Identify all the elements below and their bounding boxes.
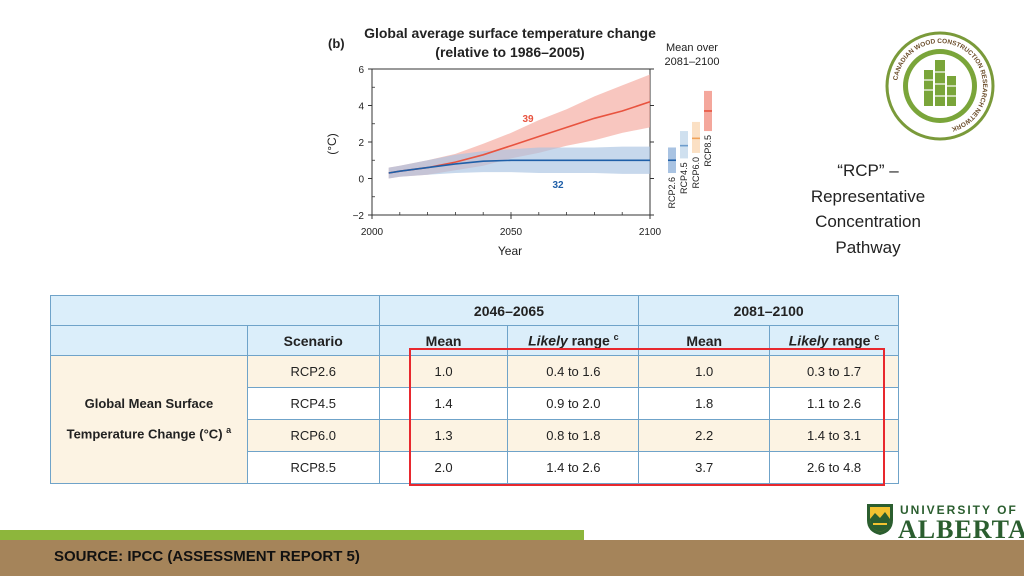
range-cell: 0.4 to 1.6: [507, 355, 640, 388]
series-mean-line: [388, 159, 650, 174]
mean-cell: 1.4: [378, 387, 509, 420]
scenario-bar-label: RCP4.5: [679, 162, 689, 194]
plot-area: −2 0 2 4 6 2000 2050 2100 RCP2.6 RCP4.5 RCP6.0RCP8…: [353, 65, 713, 238]
y-tick-label: 6: [358, 65, 364, 76]
footer-bar: [0, 540, 1024, 576]
mean-cell: 3.7: [638, 451, 771, 484]
range-cell: 1.4 to 2.6: [507, 451, 640, 484]
range-cell: 0.8 to 1.8: [507, 419, 640, 452]
header-blank: [50, 295, 380, 326]
x-axis-label: Year: [498, 244, 522, 258]
university-crest-icon: [867, 504, 893, 535]
mean-cell: 2.2: [638, 419, 771, 452]
panel-label: (b): [328, 36, 345, 51]
mean-header: Mean: [378, 325, 509, 356]
mean-cell: 1.0: [638, 355, 771, 388]
likely-range-header: Likely range c: [769, 325, 899, 356]
rcp26-model-count: 32: [552, 180, 564, 191]
caption-line: Pathway: [835, 237, 901, 257]
highlight-box: [409, 348, 885, 486]
range-cell: 1.1 to 2.6: [769, 387, 899, 420]
projection-table-container: 2046–2065 2081–2100 Scenario Mean Likely…: [50, 295, 899, 485]
chart-title-line1: Global average surface temperature chang…: [364, 25, 656, 41]
table-row: RCP6.0 1.3 0.8 to 1.8 2.2 1.4 to 3.1: [51, 419, 899, 452]
university-label-main: ALBERTA: [898, 515, 1024, 544]
university-label-top: UNIVERSITY OF: [900, 503, 1018, 517]
y-tick-label: 2: [358, 138, 364, 149]
likely-range-header: Likely range c: [507, 325, 640, 356]
scenario-bar-label: RCP6.0: [691, 157, 701, 189]
caption-line: Concentration: [815, 212, 921, 231]
chart-title-line2: (relative to 1986–2005): [435, 44, 584, 60]
mean-over-label-line2: 2081–2100: [664, 56, 719, 68]
mean-cell: 2.0: [378, 451, 509, 484]
table-row: Global Mean Surface Temperature Change (…: [50, 355, 899, 484]
caption-line: Representative: [810, 186, 926, 206]
scenario-cell: RCP4.5: [246, 387, 380, 420]
temperature-chart: (b) Global average surface temperature c…: [325, 25, 720, 258]
footer-accent-bar: [0, 530, 584, 540]
projection-table: 2046–2065 2081–2100 Scenario Mean Likely…: [50, 295, 899, 484]
x-tick-label: 2100: [639, 227, 662, 238]
caption-line: “RCP” –: [837, 161, 899, 180]
mean-range-bar: [692, 121, 700, 153]
rcp85-model-count: 39: [522, 114, 534, 125]
scenario-cell: RCP6.0: [246, 419, 380, 452]
x-tick-label: 2050: [500, 227, 523, 238]
mean-over-label-line1: Mean over: [666, 42, 718, 54]
x-tick-label: 2000: [361, 227, 384, 238]
variable-label: Global Mean Surface Temperature Change (…: [50, 355, 248, 484]
range-cell: 0.3 to 1.7: [769, 355, 899, 388]
table-row: RCP4.5 1.4 0.9 to 2.0 1.8 1.1 to 2.6: [51, 387, 899, 420]
period-header: 2046–2065: [378, 295, 640, 326]
table-row: RCP8.5 2.0 1.4 to 2.6 3.7 2.6 to 4.8: [51, 451, 899, 484]
scenario-bar-label: RCP2.6: [667, 177, 677, 209]
source-citation: SOURCE: IPCC (ASSESSMENT REPORT 5): [54, 548, 360, 565]
period-header: 2081–2100: [638, 295, 899, 326]
range-cell: 1.4 to 3.1: [769, 419, 899, 452]
range-cell: 2.6 to 4.8: [769, 451, 899, 484]
table-header-row: 2046–2065 2081–2100: [50, 295, 899, 326]
y-tick-label: 4: [358, 102, 364, 113]
scenario-cell: RCP8.5: [246, 451, 380, 484]
y-axis-label: (°C): [325, 133, 339, 154]
mean-cell: 1.8: [638, 387, 771, 420]
y-tick-label: −2: [353, 211, 365, 222]
series-range-band: [388, 146, 650, 179]
scenario-bar-label: RCP8.5: [703, 135, 713, 167]
mean-cell: 1.0: [378, 355, 509, 388]
scenario-cell: RCP2.6: [246, 355, 380, 388]
rcp-definition-caption: “RCP” – Representative Concentration Pat…: [790, 158, 946, 260]
header-blank: [50, 325, 248, 356]
y-tick-label: 0: [358, 175, 364, 186]
scenario-header: Scenario: [246, 325, 380, 356]
mean-header: Mean: [638, 325, 771, 356]
canadian-wood-construction-logo: CANADIAN WOOD CONSTRUCTION RESEARCH NETW…: [885, 31, 995, 141]
mean-range-bar: [680, 131, 688, 159]
